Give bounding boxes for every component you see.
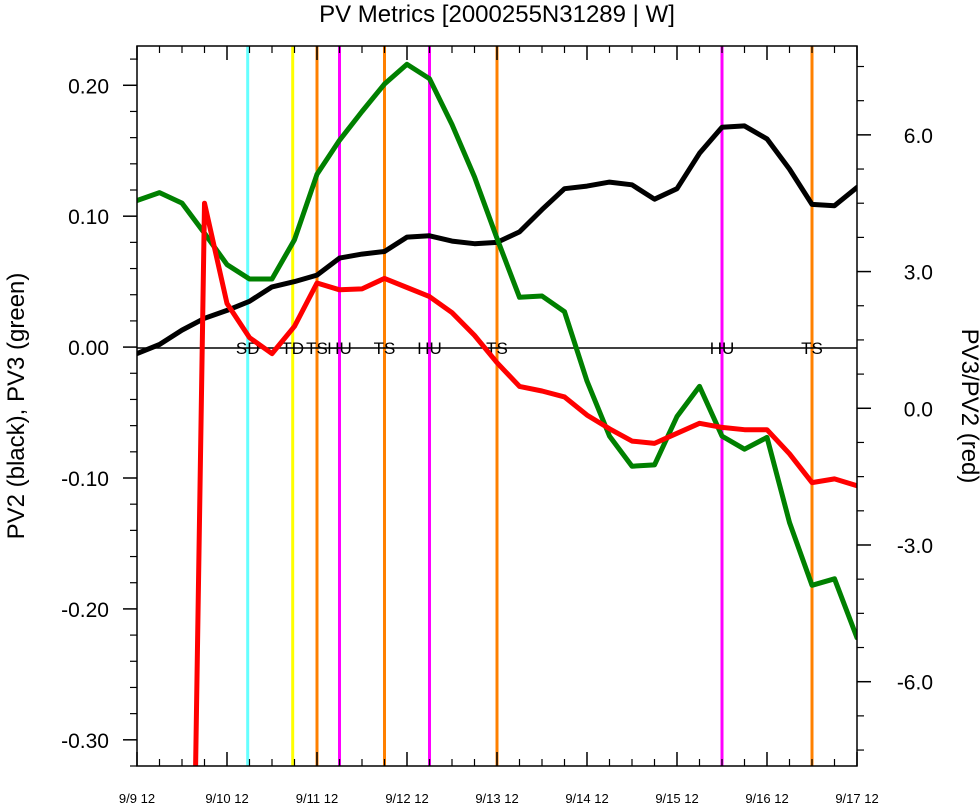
x-tick-label-2: 9/11 12 <box>296 791 338 805</box>
event-label-1: TD <box>281 339 304 358</box>
event-label-0: SD <box>236 339 260 358</box>
x-tick-label-0: 9/9 12 <box>119 791 155 805</box>
y-right-tick-label-1: 3.0 <box>904 262 933 285</box>
y-right-tick-label-4: -6.0 <box>897 672 933 695</box>
event-label-2: TS <box>306 339 328 358</box>
x-tick-label-3: 9/12 12 <box>385 791 428 805</box>
y-left-tick-label-5: -0.30 <box>61 730 109 753</box>
event-label-8: TS <box>801 339 823 358</box>
x-tick-label-6: 9/15 12 <box>655 791 698 805</box>
y-right-tick-label-2: 0.0 <box>904 398 933 421</box>
event-label-7: HU <box>710 339 735 358</box>
x-tick-label-8: 9/17 12 <box>835 791 878 805</box>
x-tick-label-7: 9/16 12 <box>745 791 788 805</box>
y-left-axis-label: PV2 (black), PV3 (green) <box>3 273 30 540</box>
series-line-1 <box>137 61 857 641</box>
event-label-4: TS <box>374 339 396 358</box>
x-tick-label-1: 9/10 12 <box>205 791 248 805</box>
y-right-tick-label-0: 6.0 <box>904 125 933 148</box>
x-tick-label-5: 9/14 12 <box>565 791 608 805</box>
y-right-axis-label: PV3/PV2 (red) <box>956 329 980 484</box>
event-label-5: HU <box>417 339 442 358</box>
series-line-2 <box>193 200 857 766</box>
chart-title: PV Metrics [2000255N31289 | W] <box>319 1 675 28</box>
y-left-tick-label-0: 0.20 <box>68 75 109 98</box>
y-left-tick-label-1: 0.10 <box>68 206 109 229</box>
y-left-tick-label-2: 0.00 <box>68 337 109 360</box>
y-left-tick-label-3: -0.10 <box>61 468 109 491</box>
event-label-3: HU <box>327 339 352 358</box>
y-left-tick-label-4: -0.20 <box>61 599 109 622</box>
y-right-tick-label-3: -3.0 <box>897 535 933 558</box>
x-tick-label-4: 9/13 12 <box>475 791 518 805</box>
